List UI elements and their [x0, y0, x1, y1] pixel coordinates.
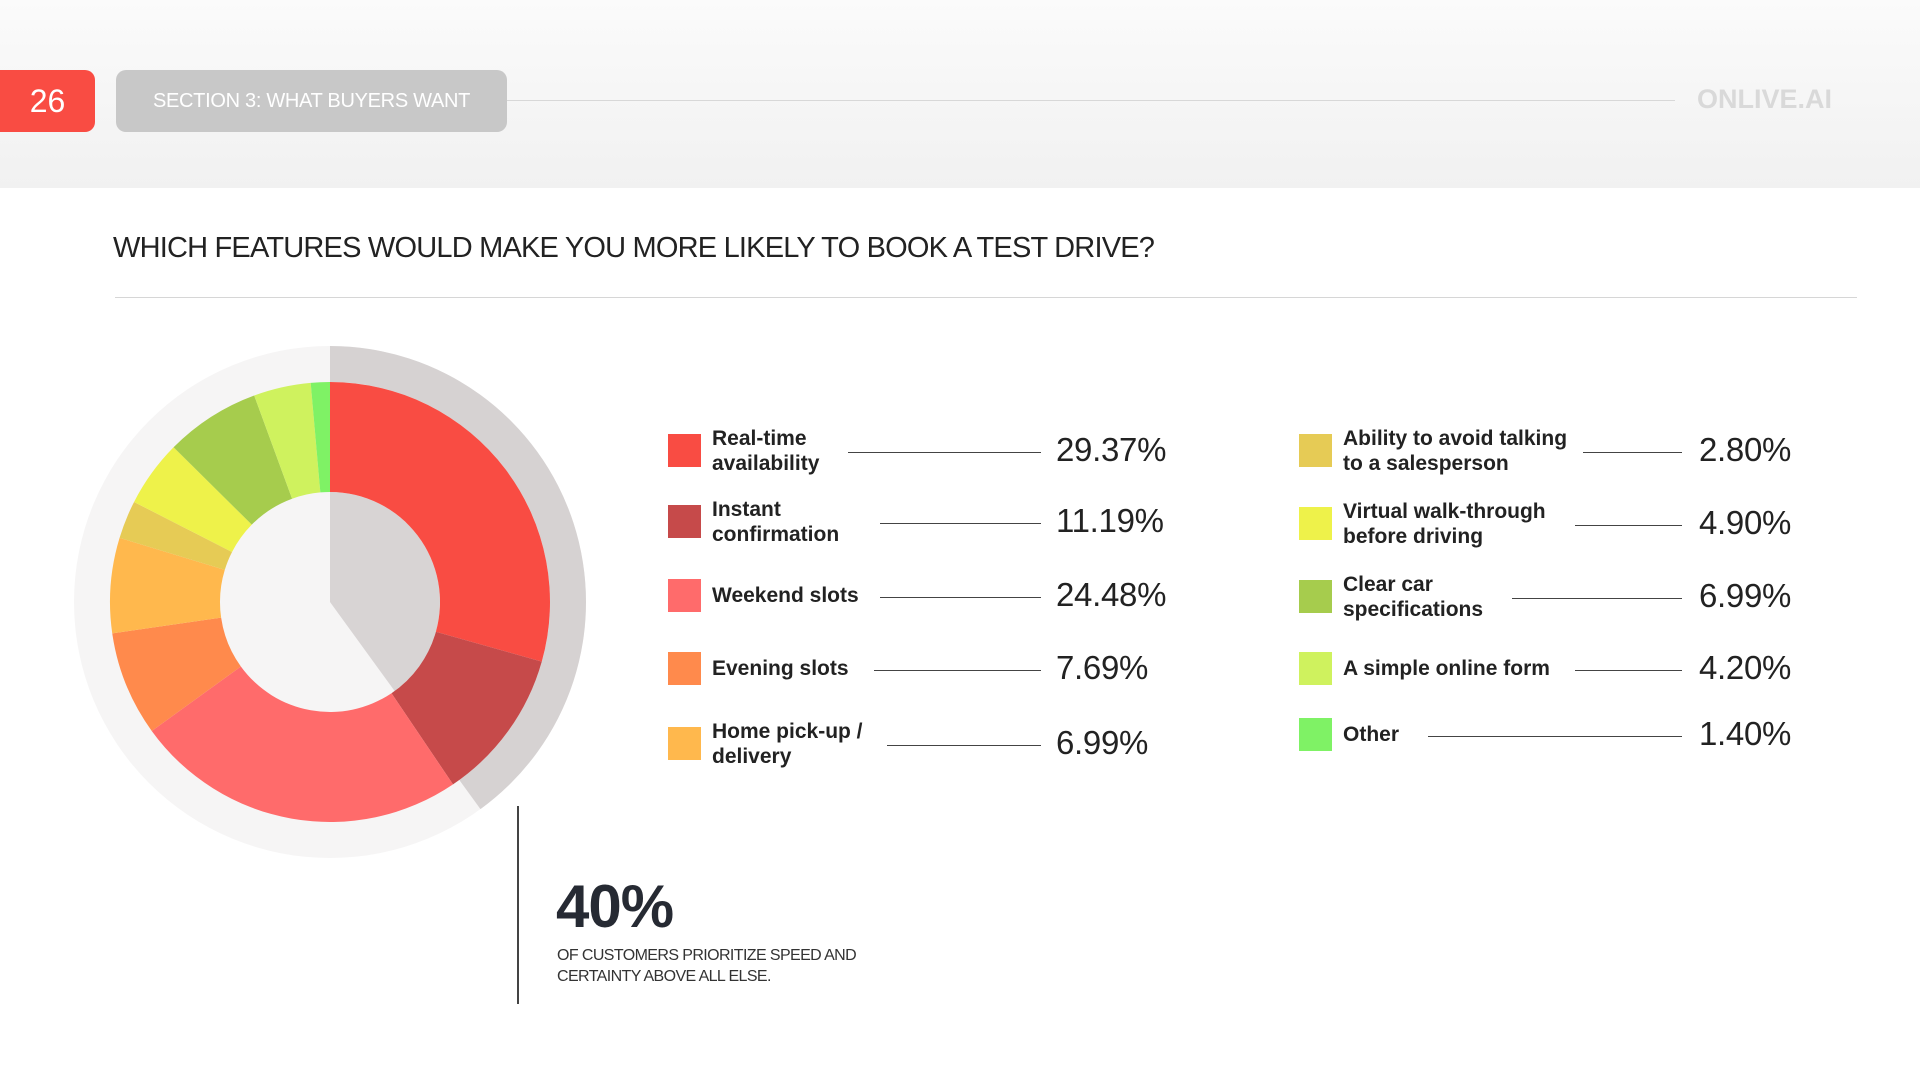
- title-divider: [115, 297, 1857, 298]
- header-divider: [507, 100, 1675, 101]
- legend-label: Home pick-up / delivery: [712, 720, 863, 768]
- data-label: 2.80%: [1699, 431, 1792, 468]
- legend-item: A simple online form 4.20%: [1299, 649, 1819, 712]
- legend-swatch: [668, 652, 701, 685]
- legend-item: Evening slots 7.69%: [668, 649, 1176, 712]
- brand-logo: ONLIVE.AI: [1697, 84, 1833, 114]
- legend-leader-line: [1575, 670, 1682, 671]
- legend-swatch: [1299, 718, 1332, 751]
- donut-slice: [391, 631, 542, 785]
- data-label: 6.99%: [1056, 724, 1149, 761]
- legend-item: Ability to avoid talking to a salesperso…: [1299, 427, 1819, 488]
- legend-swatch: [668, 434, 701, 467]
- legend-swatch: [1299, 580, 1332, 613]
- data-label: 4.90%: [1699, 504, 1792, 541]
- donut-slice: [330, 382, 550, 662]
- donut-slice: [134, 447, 252, 552]
- legend-label: Ability to avoid talking to a salesperso…: [1343, 427, 1568, 475]
- legend-item: Clear car specifications 6.99%: [1299, 573, 1819, 634]
- legend-leader-line: [1583, 452, 1682, 453]
- donut-slice: [110, 537, 225, 634]
- legend-item: Instant confirmation 11.19%: [668, 498, 1176, 559]
- data-label: 29.37%: [1056, 431, 1167, 468]
- legend-leader-line: [880, 597, 1041, 598]
- donut-slice: [151, 666, 454, 822]
- section-label: SECTION 3: WHAT BUYERS WANT: [116, 70, 507, 132]
- legend-leader-line: [848, 452, 1041, 453]
- data-label: 24.48%: [1056, 576, 1167, 613]
- legend-leader-line: [1575, 525, 1682, 526]
- legend-swatch: [668, 579, 701, 612]
- legend-label: Virtual walk-through before driving: [1343, 500, 1546, 548]
- legend-label: Other: [1343, 723, 1400, 746]
- legend-leader-line: [887, 745, 1041, 746]
- donut-slice: [173, 395, 293, 525]
- legend-item: Other 1.40%: [1299, 715, 1819, 778]
- legend-label: Instant confirmation: [712, 498, 840, 546]
- legend-swatch: [1299, 652, 1332, 685]
- legend-leader-line: [1428, 736, 1682, 737]
- legend-swatch: [668, 727, 701, 760]
- legend-label: Evening slots: [712, 657, 849, 680]
- inner-highlight-wedge: [330, 492, 440, 691]
- legend-leader-line: [880, 523, 1041, 524]
- legend-item: Weekend slots 24.48%: [668, 576, 1176, 639]
- legend-item: Real-time availability 29.37%: [668, 427, 1176, 488]
- donut-chart: [74, 346, 586, 858]
- legend-label: Real-time availability: [712, 427, 820, 475]
- page-number-badge: 26: [0, 70, 95, 132]
- data-label: 11.19%: [1056, 502, 1164, 539]
- data-label: 6.99%: [1699, 577, 1792, 614]
- donut-slice: [112, 617, 241, 731]
- legend-label: A simple online form: [1343, 657, 1550, 680]
- legend-swatch: [1299, 507, 1332, 540]
- legend-item: Home pick-up / delivery 6.99%: [668, 720, 1176, 781]
- legend-swatch: [668, 505, 701, 538]
- legend-swatch: [1299, 434, 1332, 467]
- legend-label: Weekend slots: [712, 584, 859, 607]
- legend-leader-line: [874, 670, 1041, 671]
- donut-slice: [119, 501, 233, 570]
- data-label: 1.40%: [1699, 715, 1792, 752]
- donut-slice: [310, 382, 330, 493]
- legend-leader-line: [1512, 598, 1682, 599]
- donut-slice: [254, 382, 321, 499]
- legend-label: Clear car specifications: [1343, 573, 1484, 621]
- data-label: 4.20%: [1699, 649, 1792, 686]
- callout-divider: [517, 806, 519, 1004]
- data-label: 7.69%: [1056, 649, 1149, 686]
- callout-caption: OF CUSTOMERS PRIORITIZE SPEED AND CERTAI…: [557, 947, 857, 985]
- legend-item: Virtual walk-through before driving 4.90%: [1299, 500, 1819, 561]
- chart-title: WHICH FEATURES WOULD MAKE YOU MORE LIKEL…: [113, 232, 1155, 264]
- callout-value: 40%: [556, 873, 674, 940]
